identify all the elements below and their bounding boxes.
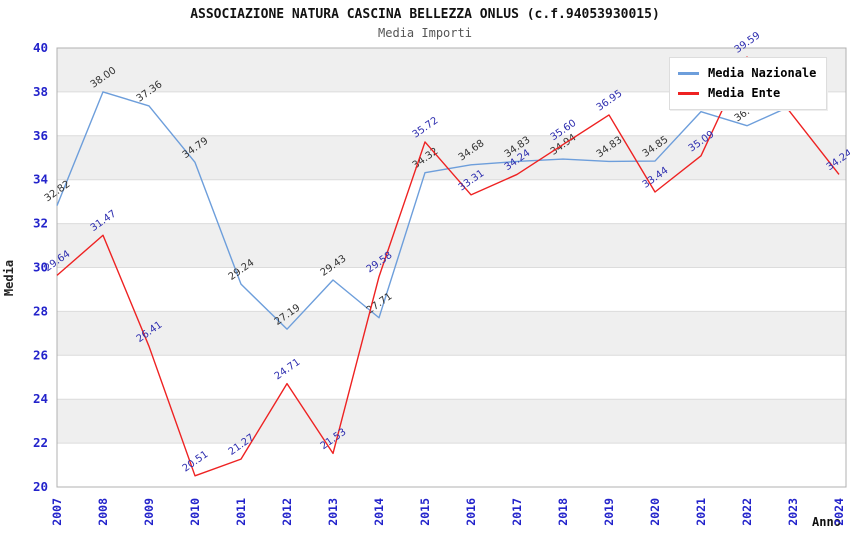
x-tick-label: 2015 [418, 498, 432, 526]
series-line-media-nazionale [56, 91, 794, 330]
y-tick-label: 34 [33, 172, 48, 187]
x-tick-label: 2017 [510, 498, 524, 526]
plot-border [56, 47, 847, 488]
chart-subtitle: Media Importi [378, 26, 472, 40]
x-tick-label: 2009 [142, 498, 156, 526]
grid-band [57, 223, 846, 268]
legend-label-nazionale: Media Nazionale [708, 66, 817, 80]
y-tick-label: 26 [33, 347, 48, 362]
x-tick-label: 2020 [648, 498, 662, 526]
y-tick-label: 36 [33, 128, 48, 143]
x-axis-title: Anno [812, 515, 841, 529]
x-tick-label: 2014 [372, 498, 386, 526]
x-tick-label: 2021 [694, 498, 708, 526]
y-tick-label: 20 [33, 479, 48, 494]
x-tick-label: 2008 [96, 498, 110, 526]
series-line-media-ente [56, 56, 840, 477]
legend-line-swatch-ente [678, 91, 699, 95]
x-tick-label: 2010 [188, 498, 202, 526]
legend-line-swatch-nazionale [678, 71, 699, 75]
grid-band [57, 399, 846, 444]
legend-item-media-ente: Media Ente [678, 83, 816, 103]
grid-band [57, 311, 846, 356]
x-tick-label: 2022 [740, 498, 754, 526]
legend-label-ente: Media Ente [708, 86, 781, 100]
chart-title: ASSOCIAZIONE NATURA CASCINA BELLEZZA ONL… [190, 7, 660, 22]
y-tick-label: 24 [33, 391, 48, 406]
value-label: 20.51 [181, 449, 211, 474]
x-tick-label: 2019 [602, 498, 616, 526]
x-tick-label: 2023 [786, 498, 800, 526]
y-tick-label: 30 [33, 260, 48, 275]
x-tick-label: 2018 [556, 498, 570, 526]
y-tick-label: 22 [33, 435, 48, 450]
legend: Media Nazionale Media Ente [669, 57, 828, 110]
y-tick-label: 40 [33, 40, 48, 55]
x-tick-label: 2016 [464, 498, 478, 526]
x-tick-label: 2011 [234, 498, 248, 526]
x-tick-label: 2013 [326, 498, 340, 526]
x-tick-label: 2012 [280, 498, 294, 526]
y-tick-label: 28 [33, 303, 48, 318]
y-tick-label: 38 [33, 84, 48, 99]
y-tick-label: 32 [33, 216, 48, 231]
value-label: 24.71 [273, 357, 303, 382]
x-tick-label: 2007 [50, 498, 64, 526]
legend-item-media-nazionale: Media Nazionale [678, 63, 816, 83]
x-tick-label: 2024 [832, 498, 846, 526]
